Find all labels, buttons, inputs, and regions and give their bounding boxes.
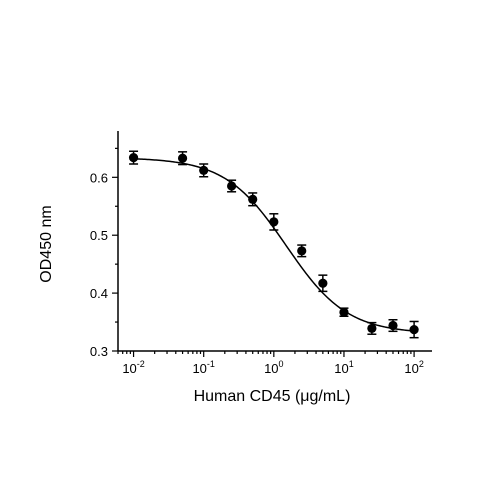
data-point xyxy=(409,324,419,335)
data-point xyxy=(227,181,237,191)
data-points xyxy=(128,153,419,335)
data-point xyxy=(388,320,398,331)
x-tick-label: 101 xyxy=(334,359,353,376)
data-point xyxy=(128,153,139,163)
y-tick-label: 0.3 xyxy=(90,344,108,359)
data-point xyxy=(318,278,328,288)
error-bars xyxy=(129,150,419,339)
y-tick-label: 0.4 xyxy=(90,286,108,301)
x-tick-label: 102 xyxy=(404,359,423,376)
y-axis-title: OD450 nm xyxy=(38,205,55,282)
x-tick-label: 100 xyxy=(264,359,283,376)
x-tick-label: 10-2 xyxy=(122,359,144,376)
data-point xyxy=(269,217,279,227)
fit-curve xyxy=(133,158,415,332)
data-point xyxy=(199,165,209,175)
y-tick-label: 0.6 xyxy=(90,170,108,185)
x-ticks: 10-2 10-1 100 101 102 xyxy=(117,351,424,376)
data-point xyxy=(297,246,307,256)
fit-curve-group xyxy=(133,158,415,332)
data-point xyxy=(248,194,258,204)
data-point xyxy=(339,307,349,317)
x-axis-title: Human CD45 (μg/mL) xyxy=(194,388,351,405)
axes xyxy=(117,131,432,352)
data-point xyxy=(367,323,377,334)
data-point xyxy=(177,153,188,163)
y-tick-label: 0.5 xyxy=(90,228,108,243)
y-ticks: 0.3 0.4 0.5 0.6 xyxy=(90,147,118,359)
x-tick-label: 10-1 xyxy=(192,359,214,376)
